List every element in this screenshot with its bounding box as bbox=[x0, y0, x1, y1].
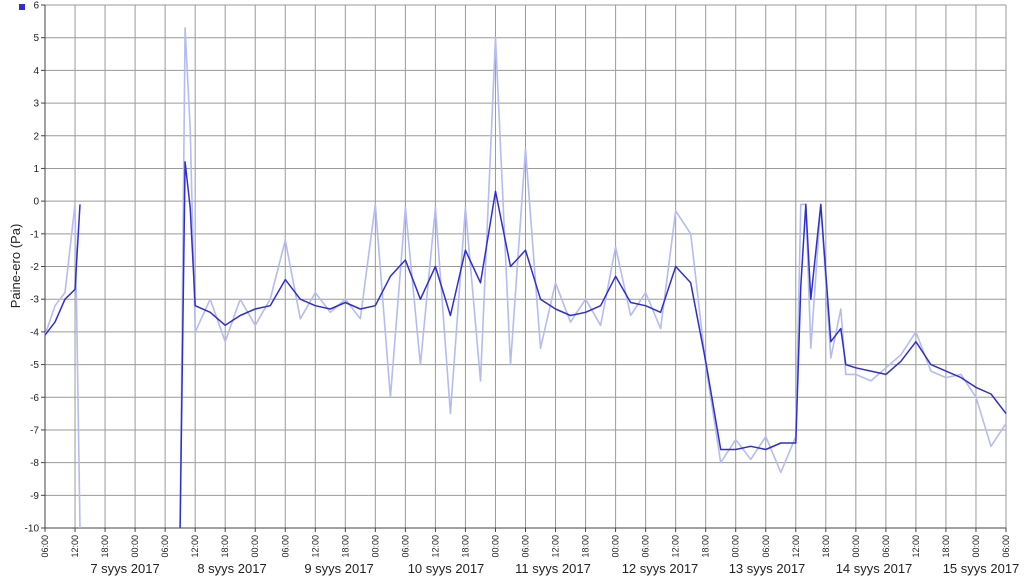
x-tick-label: 00:00 bbox=[490, 535, 500, 558]
y-tick-label: -10 bbox=[25, 524, 40, 535]
x-tick-label: 00:00 bbox=[370, 535, 380, 558]
x-tick-label: 18:00 bbox=[220, 535, 230, 558]
x-tick-label: 06:00 bbox=[280, 535, 290, 558]
day-label: 9 syys 2017 bbox=[304, 561, 373, 576]
day-label: 13 syys 2017 bbox=[729, 561, 806, 576]
x-tick-label: 06:00 bbox=[881, 535, 891, 558]
x-tick-label: 00:00 bbox=[250, 535, 260, 558]
x-tick-label: 18:00 bbox=[821, 535, 831, 558]
y-tick-label: 4 bbox=[33, 66, 39, 77]
x-tick-label: 06:00 bbox=[641, 535, 651, 558]
day-label: 8 syys 2017 bbox=[197, 561, 266, 576]
x-tick-label: 12:00 bbox=[190, 535, 200, 558]
day-label: 12 syys 2017 bbox=[622, 561, 699, 576]
x-tick-label: 06:00 bbox=[40, 535, 50, 558]
x-tick-label: 00:00 bbox=[130, 535, 140, 558]
day-label: 10 syys 2017 bbox=[408, 561, 485, 576]
x-tick-label: 00:00 bbox=[851, 535, 861, 558]
y-tick-label: 3 bbox=[33, 99, 39, 110]
y-tick-label: 0 bbox=[33, 197, 39, 208]
x-tick-label: 06:00 bbox=[761, 535, 771, 558]
x-tick-label: 00:00 bbox=[731, 535, 741, 558]
x-tick-label: 12:00 bbox=[911, 535, 921, 558]
x-tick-label: 18:00 bbox=[460, 535, 470, 558]
y-tick-label: -7 bbox=[30, 425, 39, 436]
y-tick-label: -5 bbox=[30, 360, 39, 371]
y-tick-label: 2 bbox=[33, 131, 39, 142]
day-label: 7 syys 2017 bbox=[90, 561, 159, 576]
day-label: 14 syys 2017 bbox=[836, 561, 913, 576]
legend-marker bbox=[19, 4, 25, 10]
x-tick-label: 18:00 bbox=[701, 535, 711, 558]
x-tick-label: 06:00 bbox=[521, 535, 531, 558]
y-tick-label: -9 bbox=[30, 491, 39, 502]
x-tick-label: 12:00 bbox=[791, 535, 801, 558]
y-tick-label: -8 bbox=[30, 458, 39, 469]
x-tick-label: 18:00 bbox=[100, 535, 110, 558]
y-tick-label: 6 bbox=[33, 1, 39, 12]
x-tick-label: 06:00 bbox=[160, 535, 170, 558]
x-tick-label: 18:00 bbox=[581, 535, 591, 558]
y-tick-label: 1 bbox=[33, 164, 39, 175]
y-axis-label: Paine-ero (Pa) bbox=[8, 224, 23, 309]
day-label: 15 syys 2017 bbox=[943, 561, 1020, 576]
x-tick-label: 18:00 bbox=[340, 535, 350, 558]
y-tick-label: 5 bbox=[33, 33, 39, 44]
series-line bbox=[44, 161, 1007, 529]
day-label: 11 syys 2017 bbox=[515, 561, 591, 576]
x-tick-label: 12:00 bbox=[70, 535, 80, 558]
y-tick-label: -4 bbox=[30, 327, 39, 338]
y-tick-label: -2 bbox=[30, 262, 39, 273]
x-tick-label: 12:00 bbox=[430, 535, 440, 558]
x-tick-label: 18:00 bbox=[941, 535, 951, 558]
y-tick-label: -1 bbox=[30, 229, 39, 240]
x-tick-label: 00:00 bbox=[611, 535, 621, 558]
x-tick-label: 00:00 bbox=[971, 535, 981, 558]
x-tick-label: 12:00 bbox=[551, 535, 561, 558]
x-tick-label: 06:00 bbox=[400, 535, 410, 558]
y-tick-label: -6 bbox=[30, 393, 39, 404]
y-tick-label: -3 bbox=[30, 295, 39, 306]
x-tick-label: 06:00 bbox=[1001, 535, 1011, 558]
x-tick-label: 12:00 bbox=[671, 535, 681, 558]
x-tick-label: 12:00 bbox=[310, 535, 320, 558]
series-line bbox=[44, 27, 1007, 529]
